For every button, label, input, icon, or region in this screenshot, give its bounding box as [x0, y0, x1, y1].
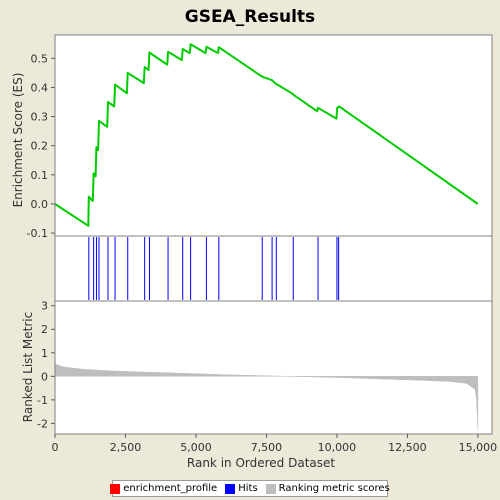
ranked-metric-y-tick-label: 3	[41, 300, 48, 313]
ranked-metric-plot-area	[55, 301, 492, 434]
legend-label-hits: Hits	[238, 483, 258, 494]
enrichment-y-tick-label: 0.0	[31, 198, 49, 211]
ranked-metric-y-tick-label: 0	[41, 370, 48, 383]
enrichment-plot-area	[55, 35, 492, 236]
ranked-metric-y-tick-label: -2	[37, 417, 48, 430]
legend-item-ranking-metric-scores: Ranking metric scores	[265, 483, 390, 494]
x-tick-label: 2,500	[110, 441, 142, 454]
enrichment-y-tick-label: 0.4	[31, 81, 49, 94]
legend-swatch-enrichment-profile	[110, 483, 121, 494]
enrichment-y-tick-label: 0.3	[31, 111, 49, 124]
x-tick-label: 10,000	[318, 441, 357, 454]
x-tick-label: 12,500	[388, 441, 427, 454]
enrichment-y-axis-label: Enrichment Score (ES)	[11, 73, 25, 208]
enrichment-y-tick-label: 0.1	[31, 169, 49, 182]
legend: enrichment_profile Hits Ranking metric s…	[110, 480, 390, 497]
legend-item-enrichment-profile: enrichment_profile	[110, 483, 217, 494]
legend-swatch-hits	[225, 483, 236, 494]
ranked-metric-panel: -2 -1 0 1 2 3 0 2,500 5,000 7,500 10,000 12,500 15,0…	[37, 300, 497, 454]
ranked-metric-y-tick-label: 2	[41, 323, 48, 336]
x-tick-label: 0	[52, 441, 59, 454]
x-tick-label: 7,500	[251, 441, 283, 454]
ranked-metric-area	[54, 361, 479, 431]
ranked-metric-y-axis-label: Ranked List Metric	[21, 312, 35, 422]
enrichment-y-tick-label: 0.2	[31, 140, 49, 153]
ranked-metric-y-tick-label: -1	[37, 394, 48, 407]
ranked-metric-plot-frame	[54, 300, 493, 435]
legend-label-enrichment-profile: enrichment_profile	[123, 483, 218, 494]
legend-swatch-ranking-metric-scores	[265, 483, 276, 494]
x-tick-label: 5,000	[180, 441, 212, 454]
legend-item-hits: Hits	[225, 483, 258, 494]
ranked-metric-y-tick-label: 1	[41, 347, 48, 360]
x-axis-label: Rank in Ordered Dataset	[187, 456, 335, 470]
enrichment-y-tick-label: 0.5	[31, 52, 49, 65]
x-tick-label: 15,000	[459, 441, 498, 454]
hits-panel	[54, 235, 493, 302]
enrichment-profile-line	[54, 43, 479, 227]
enrichment-y-tick-label: -0.1	[27, 227, 48, 240]
chart-title: GSEA_Results	[185, 7, 315, 27]
legend-label-ranking-metric-scores: Ranking metric scores	[278, 483, 390, 494]
enrichment-panel: -0.1 0.0 0.1 0.2 0.3 0.4 0.5	[27, 34, 493, 240]
hits-plot-area	[55, 236, 492, 301]
